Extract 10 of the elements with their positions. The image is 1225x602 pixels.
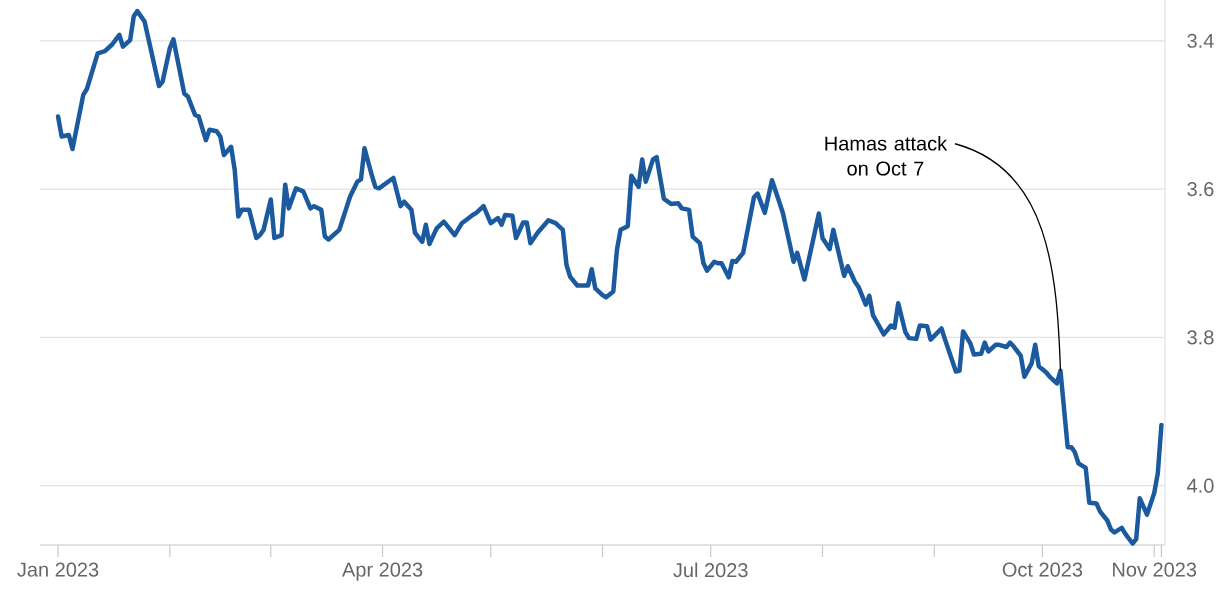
x-tick-label: Jul 2023 <box>673 562 748 578</box>
y-tick-label: 3.4 <box>1187 33 1214 48</box>
annotation: Hamas attack on Oct 7 <box>825 135 948 176</box>
y-tick-label: 3.8 <box>1187 330 1214 345</box>
y-tick-label: 3.6 <box>1187 182 1214 197</box>
x-tick-label: Jan 2023 <box>17 562 99 577</box>
y-tick-label: 4.0 <box>1187 478 1214 493</box>
x-tick-label: Apr 2023 <box>342 562 423 581</box>
x-tick-label: Oct 2023 <box>1002 562 1083 577</box>
x-tick-label: Nov 2023 <box>1113 562 1197 577</box>
